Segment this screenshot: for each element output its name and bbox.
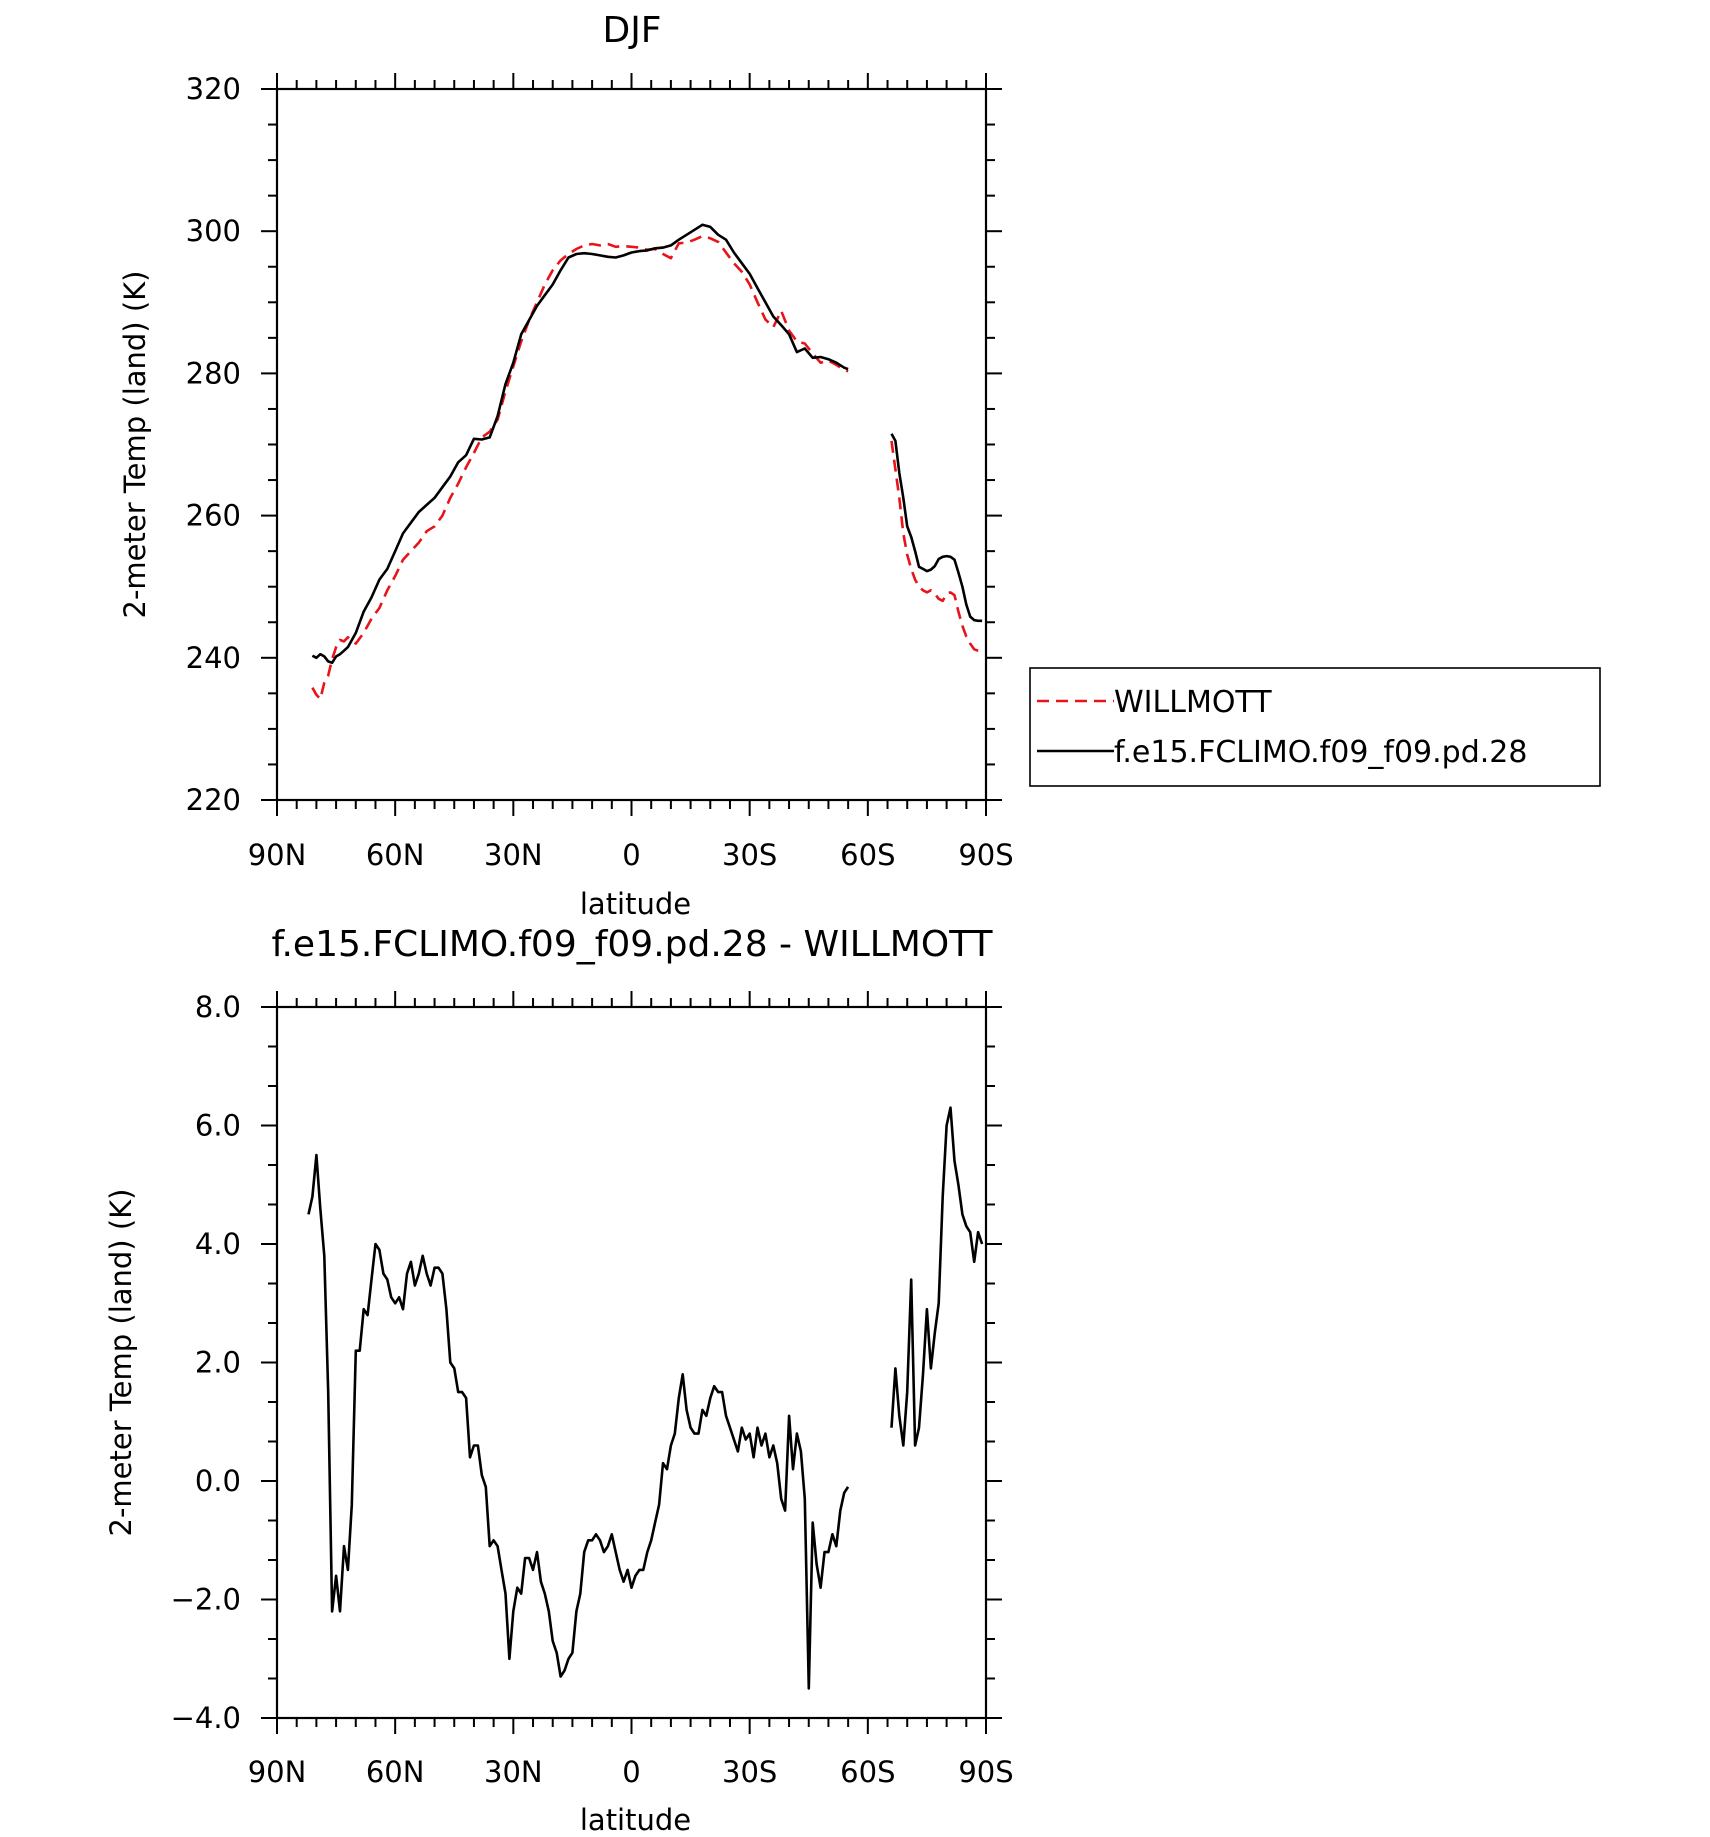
y-tick-label: −2.0: [171, 1583, 241, 1617]
y-tick-label: 300: [186, 214, 241, 248]
x-tick-label: 90S: [958, 838, 1013, 872]
plot-frame: [275, 87, 988, 802]
x-tick-label: 60S: [840, 838, 895, 872]
x-tick-label: 0: [622, 1755, 640, 1789]
f-e15-fclimo-f09-f09-pd-28-line-segment-1: [311, 223, 849, 665]
y-tick-label: 2.0: [195, 1346, 241, 1380]
chart-title: f.e15.FCLIMO.f09_f09.pd.28 - WILLMOTT: [271, 924, 993, 965]
y-axis-label: 2-meter Temp (land) (K): [104, 1189, 138, 1537]
legend-label: WILLMOTT: [1114, 685, 1272, 720]
y-tick-label: 8.0: [195, 990, 241, 1024]
difference-line-segment-1: [307, 1153, 850, 1690]
y-tick-label: 6.0: [195, 1109, 241, 1143]
x-tick-label: 90N: [248, 838, 307, 872]
djf-panel: 90N 60N 30N 0 30S 60S 90S 220 240 260 280 300 320 DJF…: [118, 10, 1601, 921]
x-tick-label: 90S: [958, 1755, 1013, 1789]
chart-title: DJF: [602, 10, 661, 51]
y-tick-label: 280: [186, 356, 241, 390]
x-tick-label: 60N: [366, 838, 425, 872]
x-axis-label: latitude: [580, 1803, 691, 1833]
y-axis-label: 2-meter Temp (land) (K): [118, 271, 152, 619]
legend-box: [1029, 667, 1601, 787]
x-axis-label: latitude: [580, 887, 691, 921]
y-tick-label: −4.0: [171, 1701, 241, 1735]
y-tick-label: 240: [186, 641, 241, 675]
willmott-line-segment-1: [311, 234, 849, 701]
legend-label: f.e15.FCLIMO.f09_f09.pd.28: [1114, 735, 1527, 770]
y-tick-label: 260: [186, 499, 241, 533]
willmott-line-segment-2: [890, 440, 983, 652]
x-tick-label: 30N: [484, 838, 543, 872]
x-tick-label: 30S: [722, 838, 777, 872]
y-tick-label: 320: [186, 72, 241, 106]
x-tick-label: 30S: [722, 1755, 777, 1789]
difference-line-segment-2: [890, 1106, 984, 1447]
difference-panel: 90N 60N 30N 0 30S 60S 90S −4.0 −2.0 0.0 2.0 4.0 6.0 8…: [104, 924, 1014, 1837]
y-tick-label: 4.0: [195, 1227, 241, 1261]
x-tick-label: 60S: [840, 1755, 895, 1789]
f-e15-fclimo-f09-f09-pd-28-line-segment-2: [890, 433, 983, 623]
x-tick-label: 0: [622, 838, 640, 872]
x-tick-label: 90N: [248, 1755, 307, 1789]
x-tick-label: 60N: [366, 1755, 425, 1789]
x-tick-label: 30N: [484, 1755, 543, 1789]
plot-frame: [275, 1005, 988, 1720]
y-tick-label: 220: [186, 783, 241, 817]
y-tick-label: 0.0: [195, 1464, 241, 1498]
